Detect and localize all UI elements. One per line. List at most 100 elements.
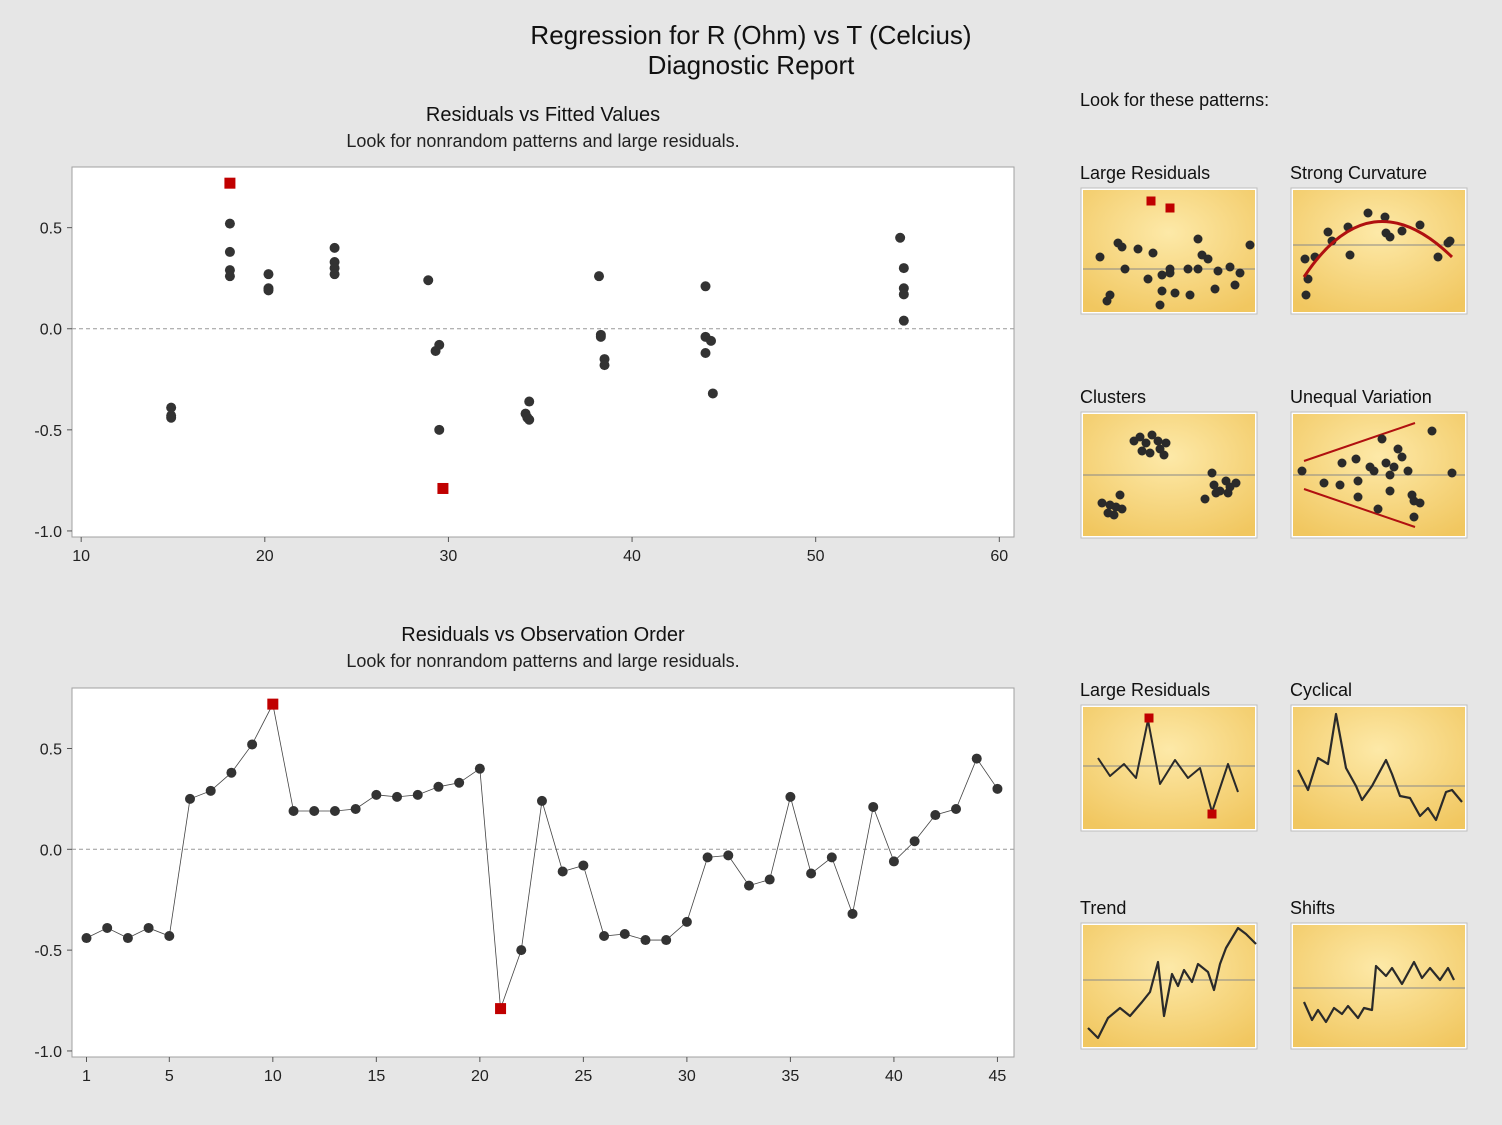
data-point bbox=[764, 874, 775, 885]
pattern-thumb-trend bbox=[1080, 922, 1258, 1050]
data-point bbox=[329, 242, 340, 253]
pattern-thumb-large-residuals bbox=[1080, 187, 1258, 315]
thumb-highlight bbox=[1146, 196, 1156, 206]
thumb-dot bbox=[1213, 266, 1223, 276]
data-point bbox=[898, 289, 909, 300]
thumb-dot bbox=[1117, 504, 1127, 514]
data-point bbox=[524, 396, 535, 407]
x-tick-label: 30 bbox=[678, 1068, 696, 1085]
data-point bbox=[743, 880, 754, 891]
thumb-dot bbox=[1193, 234, 1203, 244]
thumb-background bbox=[1293, 707, 1465, 829]
data-point bbox=[122, 933, 133, 944]
large-residual-point bbox=[224, 177, 236, 189]
x-tick-label: 10 bbox=[72, 548, 90, 565]
order-chart-subtitle: Look for nonrandom patterns and large re… bbox=[346, 651, 740, 671]
data-point bbox=[166, 402, 177, 413]
thumb-dot bbox=[1403, 466, 1413, 476]
thumb-highlight bbox=[1144, 713, 1154, 723]
data-point bbox=[806, 868, 817, 879]
data-point bbox=[263, 269, 274, 280]
thumb-dot bbox=[1335, 480, 1345, 490]
thumb-dot bbox=[1445, 236, 1455, 246]
x-tick-label: 50 bbox=[807, 548, 825, 565]
data-point bbox=[898, 315, 909, 326]
data-point bbox=[661, 935, 672, 946]
pattern-label-clusters: Clusters bbox=[1080, 387, 1147, 407]
thumb-dot bbox=[1143, 274, 1153, 284]
thumb-curve bbox=[1302, 220, 1454, 278]
y-tick-label: -0.5 bbox=[34, 423, 62, 440]
x-tick-label: 15 bbox=[367, 1068, 385, 1085]
thumb-dot bbox=[1323, 227, 1333, 237]
pattern-label-large-residuals: Large Residuals bbox=[1080, 163, 1211, 183]
data-point bbox=[909, 836, 920, 847]
report-title: Regression for R (Ohm) vs T (Celcius) bbox=[530, 20, 972, 50]
thumb-dot bbox=[1161, 438, 1171, 448]
thumb-dot bbox=[1200, 494, 1210, 504]
thumb-line bbox=[1302, 960, 1455, 1024]
data-point bbox=[826, 852, 837, 863]
thumb-dot bbox=[1159, 450, 1169, 460]
data-point bbox=[951, 803, 962, 814]
thumb-dot bbox=[1157, 270, 1167, 280]
x-tick-label: 45 bbox=[989, 1068, 1007, 1085]
data-point bbox=[423, 275, 434, 286]
thumb-dot bbox=[1115, 490, 1125, 500]
thumb-dot bbox=[1427, 426, 1437, 436]
order-chart-title: Residuals vs Observation Order bbox=[401, 624, 685, 646]
thumb-dot bbox=[1397, 226, 1407, 236]
thumb-dot bbox=[1193, 264, 1203, 274]
thumb-dot bbox=[1211, 488, 1221, 498]
pattern-thumb-shifts bbox=[1290, 922, 1468, 1050]
data-point bbox=[594, 271, 605, 282]
thumb-dot bbox=[1380, 212, 1390, 222]
data-point bbox=[640, 935, 651, 946]
thumb-dot bbox=[1300, 254, 1310, 264]
thumb-dot bbox=[1120, 264, 1130, 274]
data-point bbox=[166, 412, 177, 423]
thumb-highlight bbox=[1207, 809, 1217, 819]
thumb-line bbox=[1297, 712, 1463, 822]
thumb-dot bbox=[1223, 488, 1233, 498]
data-point bbox=[888, 856, 899, 867]
thumb-dot bbox=[1183, 264, 1193, 274]
pattern-label-cyclical: Cyclical bbox=[1290, 680, 1353, 700]
data-point bbox=[329, 806, 340, 816]
thumb-dot bbox=[1369, 466, 1379, 476]
thumb-dot bbox=[1207, 468, 1217, 478]
thumb-dot bbox=[1389, 462, 1399, 472]
thumb-dot bbox=[1137, 446, 1147, 456]
pattern-thumb-unequal-variation bbox=[1290, 411, 1468, 539]
thumb-dot bbox=[1377, 434, 1387, 444]
data-point bbox=[224, 246, 235, 257]
y-tick-label: -1.0 bbox=[34, 524, 62, 541]
thumb-dot bbox=[1353, 492, 1363, 502]
fitted-values-chart: -1.0 -0.5 0.0 0.5 10 20 30 40 50 60 bbox=[34, 166, 1015, 565]
x-tick-label: 20 bbox=[471, 1068, 489, 1085]
data-point bbox=[309, 806, 320, 816]
thumb-dot bbox=[1235, 268, 1245, 278]
x-tick-label: 1 bbox=[82, 1068, 91, 1085]
thumb-dot bbox=[1353, 476, 1363, 486]
large-residual-point bbox=[437, 482, 449, 494]
data-point bbox=[930, 810, 941, 821]
large-residual-point bbox=[267, 698, 279, 710]
thumb-dot bbox=[1373, 504, 1383, 514]
thumb-dot bbox=[1409, 512, 1419, 522]
data-point bbox=[434, 339, 445, 350]
thumb-dot bbox=[1185, 290, 1195, 300]
data-point bbox=[702, 852, 713, 863]
pattern-thumb-large-residuals-order bbox=[1080, 704, 1258, 832]
thumb-dot bbox=[1351, 454, 1361, 464]
thumb-dot bbox=[1397, 452, 1407, 462]
thumb-dot bbox=[1301, 290, 1311, 300]
x-tick-label: 60 bbox=[990, 548, 1008, 565]
data-point bbox=[599, 360, 610, 371]
data-point bbox=[164, 931, 175, 942]
thumb-dot bbox=[1385, 486, 1395, 496]
plot-area bbox=[71, 166, 1015, 538]
data-point bbox=[898, 263, 909, 274]
fitted-chart-title: Residuals vs Fitted Values bbox=[425, 104, 661, 126]
